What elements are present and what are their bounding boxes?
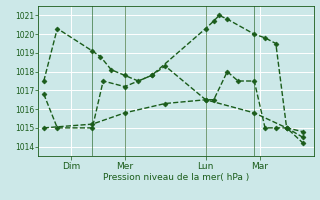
X-axis label: Pression niveau de la mer( hPa ): Pression niveau de la mer( hPa ) bbox=[103, 173, 249, 182]
